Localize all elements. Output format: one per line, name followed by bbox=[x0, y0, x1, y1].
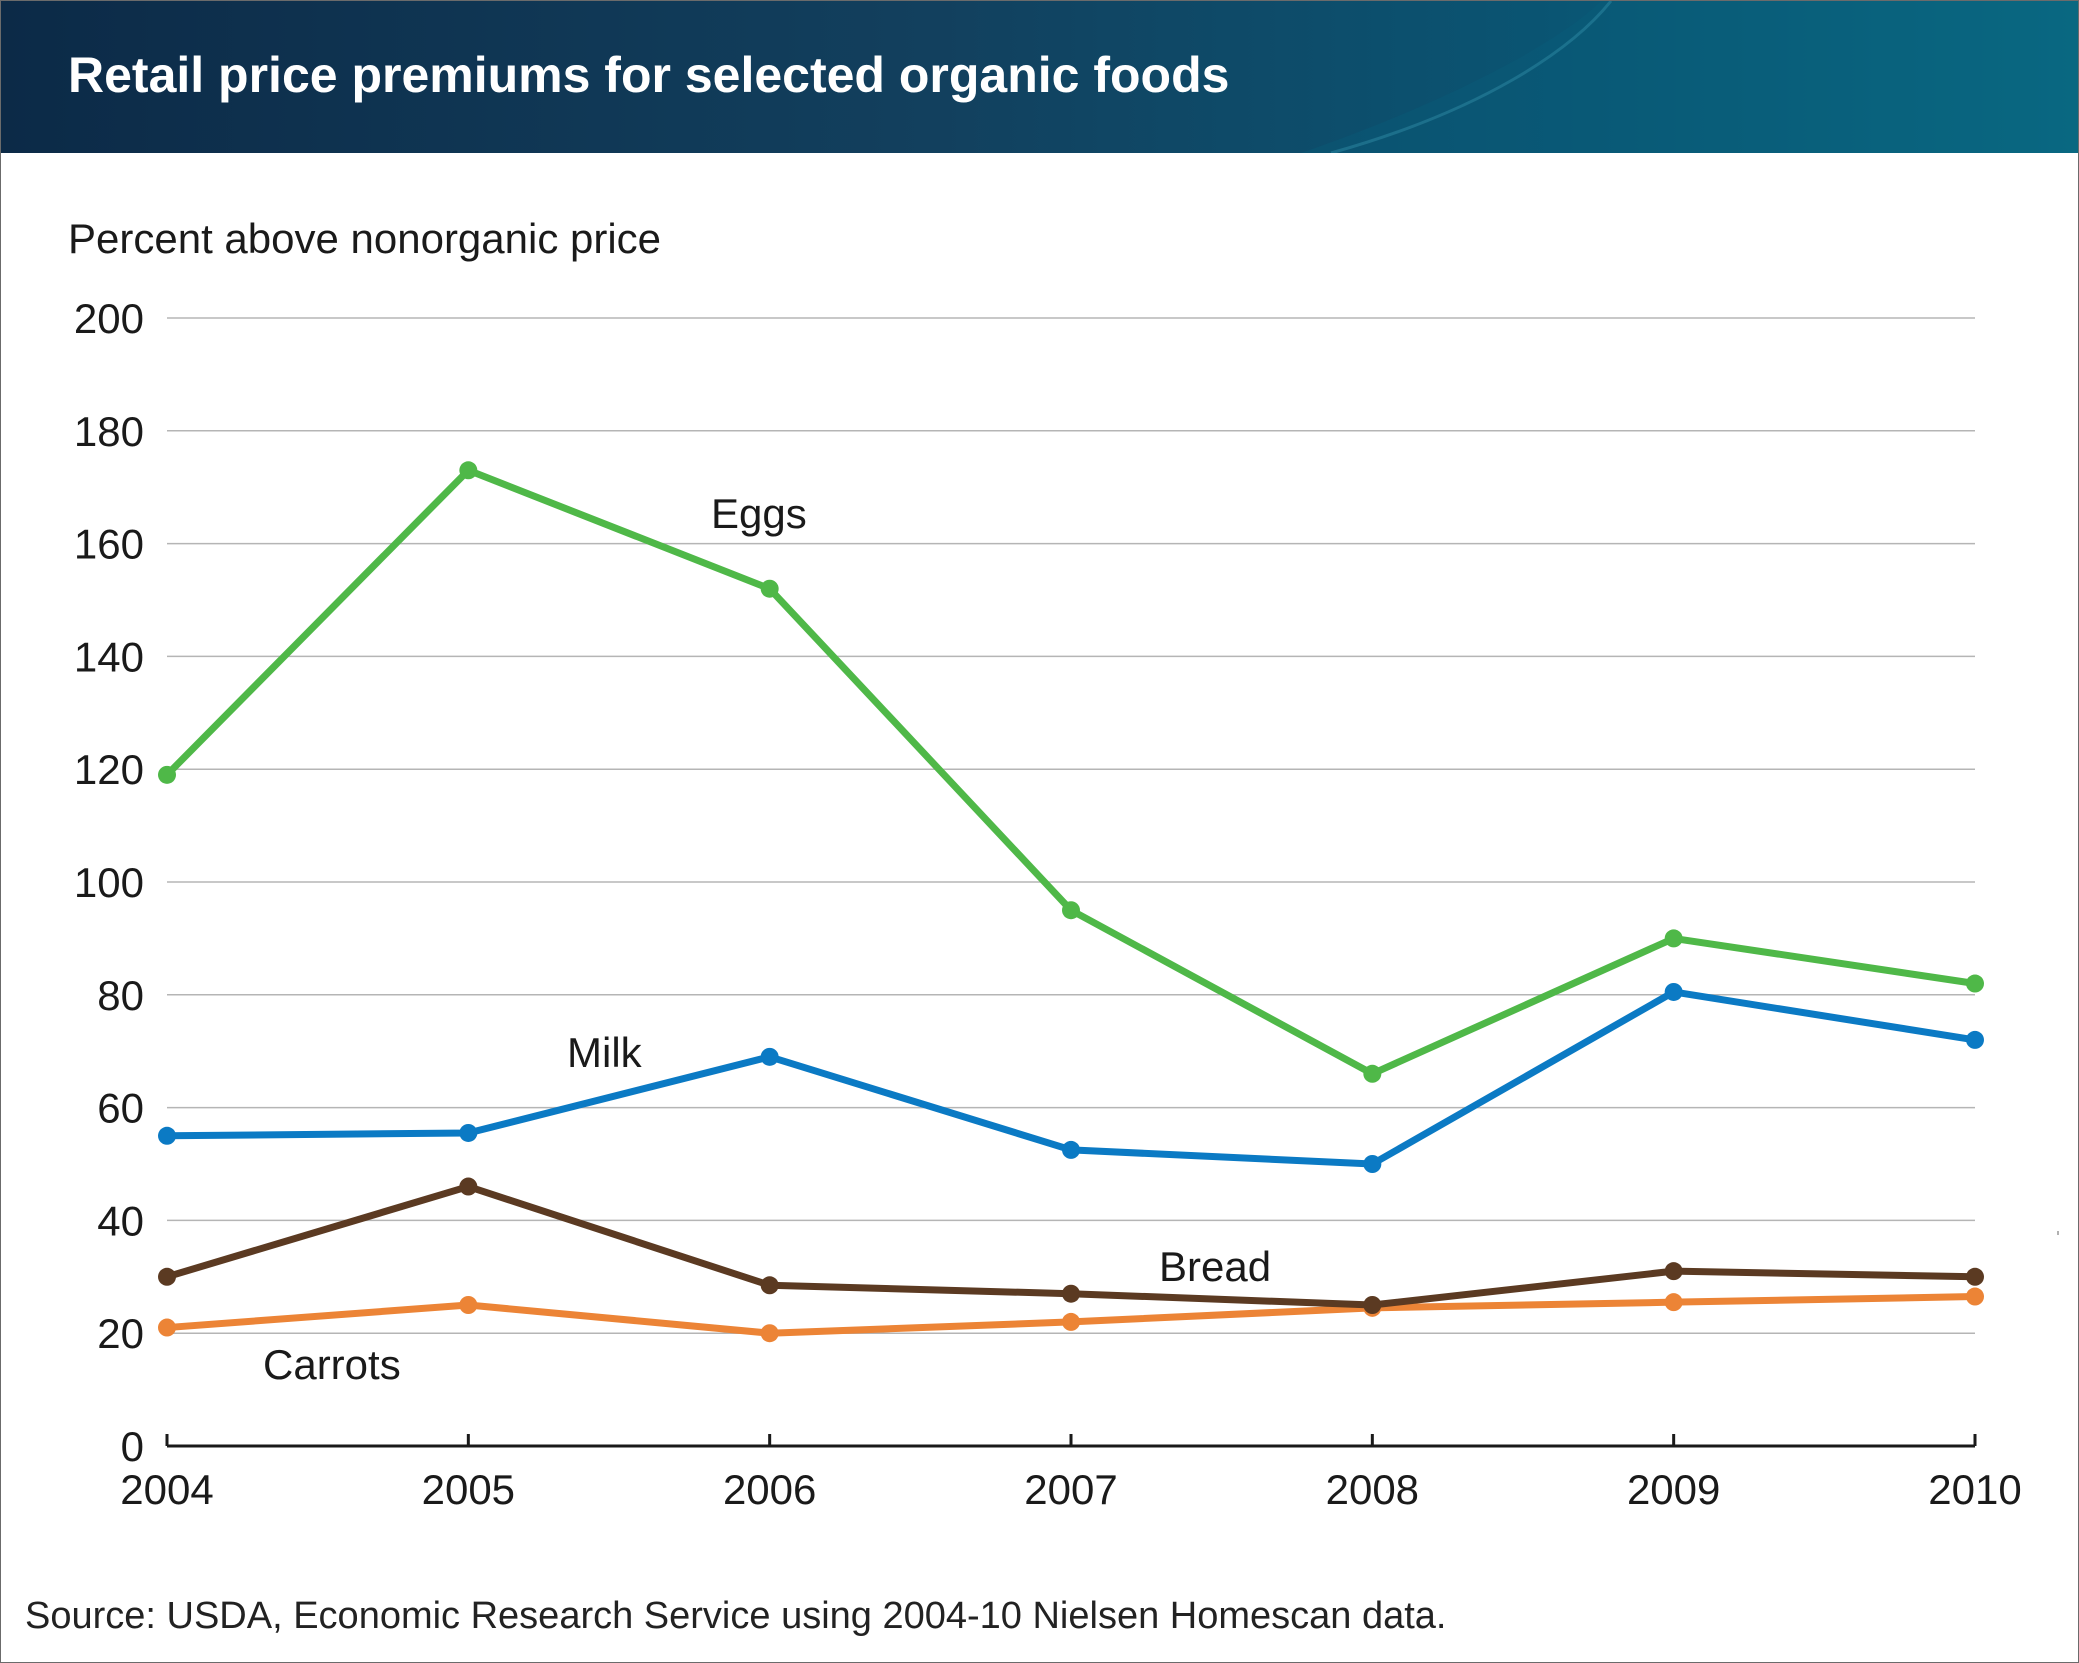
bread-point bbox=[1363, 1296, 1382, 1314]
eggs-point bbox=[158, 765, 176, 784]
y-tick-label: 20 bbox=[97, 1310, 144, 1357]
y-tick-label: 180 bbox=[74, 408, 144, 455]
x-tick-label: 2006 bbox=[723, 1466, 816, 1513]
y-tick-label: 140 bbox=[74, 633, 144, 680]
x-tick-label: 2004 bbox=[120, 1466, 213, 1513]
series-labels: Eggs Milk Bread Carrots bbox=[263, 490, 1271, 1388]
milk-point bbox=[1062, 1140, 1080, 1159]
series-milk bbox=[158, 982, 1984, 1173]
bread-point bbox=[1966, 1267, 1984, 1286]
chart-title: Retail price premiums for selected organ… bbox=[68, 47, 1230, 103]
eggs-line bbox=[163, 466, 1979, 1078]
y-tick-label: 200 bbox=[74, 295, 144, 342]
y-tick-label: 160 bbox=[74, 521, 144, 568]
x-tick-label: 2008 bbox=[1326, 1466, 1419, 1513]
eggs-point bbox=[1062, 901, 1080, 920]
y-tick-label: 40 bbox=[97, 1197, 144, 1244]
eggs-point bbox=[1664, 929, 1683, 948]
title-banner: Retail price premiums for selected organ… bbox=[1, 1, 2078, 153]
bread-point bbox=[459, 1177, 478, 1196]
x-tick-label: 2009 bbox=[1627, 1466, 1720, 1513]
milk-line bbox=[163, 988, 1979, 1168]
bread-point bbox=[158, 1267, 176, 1286]
bread-point bbox=[1664, 1262, 1683, 1281]
series-label-milk: Milk bbox=[567, 1029, 643, 1076]
series-lines bbox=[158, 461, 1984, 1343]
x-tick-label: 2005 bbox=[422, 1466, 515, 1513]
eggs-point bbox=[1363, 1064, 1382, 1083]
y-tick-label: 80 bbox=[97, 972, 144, 1019]
y-tick-label: 100 bbox=[74, 859, 144, 906]
x-axis: 2004 2005 2006 2007 2008 2009 2010 bbox=[120, 1434, 2022, 1513]
milk-point bbox=[459, 1123, 478, 1142]
milk-point bbox=[158, 1126, 176, 1145]
series-bread bbox=[158, 1177, 1984, 1314]
banner-swoosh bbox=[1301, 1, 2078, 153]
gridlines: 0 20 40 60 80 100 120 140 160 180 200 bbox=[74, 295, 1975, 1470]
eggs-point bbox=[459, 461, 478, 480]
carrots-point bbox=[1062, 1312, 1080, 1331]
milk-point bbox=[1966, 1030, 1984, 1049]
milk-point bbox=[1363, 1155, 1382, 1173]
y-tick-label: 0 bbox=[121, 1423, 144, 1470]
carrots-point bbox=[158, 1318, 176, 1337]
y-axis-title: Percent above nonorganic price bbox=[68, 215, 661, 262]
series-label-carrots: Carrots bbox=[263, 1341, 401, 1388]
eggs-point bbox=[760, 579, 779, 598]
carrots-point bbox=[760, 1324, 779, 1343]
series-label-bread: Bread bbox=[1159, 1243, 1271, 1290]
eggs-point bbox=[1966, 974, 1984, 993]
milk-point bbox=[1664, 982, 1683, 1001]
x-tick-label: 2007 bbox=[1024, 1466, 1117, 1513]
x-tick-label: 2010 bbox=[1928, 1466, 2021, 1513]
carrots-point bbox=[1664, 1293, 1683, 1312]
y-tick-label: 120 bbox=[74, 746, 144, 793]
milk-point bbox=[760, 1047, 779, 1066]
carrots-point bbox=[459, 1296, 478, 1314]
series-label-eggs: Eggs bbox=[711, 490, 807, 537]
series-eggs bbox=[158, 461, 1984, 1083]
carrots-point bbox=[1966, 1287, 1984, 1306]
source-note: Source: USDA, Economic Research Service … bbox=[25, 1595, 1447, 1637]
y-tick-label: 60 bbox=[97, 1085, 144, 1132]
line-chart: Percent above nonorganic price 0 20 40 60 80… bbox=[68, 215, 2059, 1513]
bread-point bbox=[1062, 1284, 1080, 1303]
bread-point bbox=[760, 1276, 779, 1295]
